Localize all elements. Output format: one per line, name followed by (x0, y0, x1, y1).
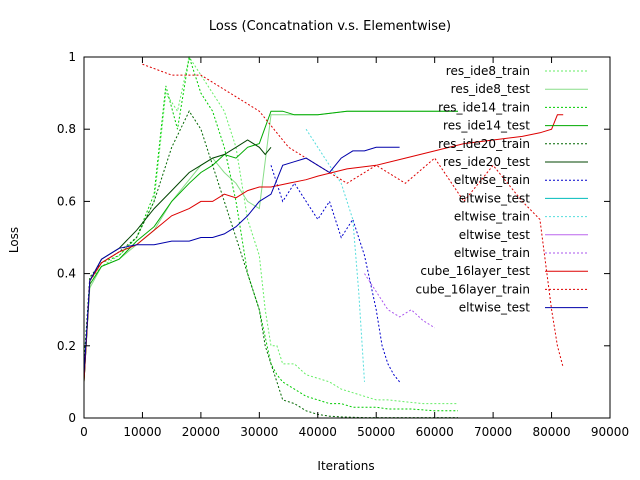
x-tick-label-4: 40000 (299, 425, 337, 439)
y-tick-label-4: 0.8 (57, 122, 76, 136)
plot-frame (83, 56, 611, 419)
legend-label-3: res_ide14_test (443, 119, 530, 133)
legend-label-4: res_ide20_train (438, 137, 530, 151)
legend-label-2: res_ide14_train (438, 100, 530, 114)
legend-label-7: eltwise_test (459, 191, 531, 205)
series-line-11 (83, 114, 564, 382)
x-tick-label-8: 80000 (532, 425, 570, 439)
x-tick-label-1: 10000 (123, 425, 161, 439)
series-line-12 (142, 63, 564, 368)
legend-label-13: eltwise_test (459, 301, 531, 315)
legend-label-1: res_ide8_test (451, 82, 531, 96)
y-tick-label-0: 0 (68, 411, 76, 425)
x-tick-label-0: 0 (80, 425, 88, 439)
y-tick-label-2: 0.4 (57, 267, 76, 281)
y-tick-label-3: 0.6 (57, 194, 76, 208)
x-tick-label-9: 90000 (591, 425, 629, 439)
y-axis: 0 0.2 0.4 0.6 0.8 1 (57, 50, 610, 425)
chart-title: Loss (Concatnation v.s. Elementwise) (209, 19, 451, 34)
legend-label-9: eltwise_test (459, 228, 531, 242)
legend-label-10: eltwise_train (454, 246, 530, 260)
series-line-2 (83, 56, 458, 412)
legend: res_ide8_train res_ide8_test res_ide14_tra… (415, 64, 588, 315)
legend-label-0: res_ide8_train (446, 64, 530, 78)
legend-label-11: cube_16layer_test (420, 264, 530, 278)
x-tick-label-6: 60000 (416, 425, 454, 439)
y-axis-label: Loss (7, 227, 21, 253)
x-tick-label-3: 30000 (240, 425, 278, 439)
legend-label-5: res_ide20_test (443, 155, 530, 169)
legend-label-12: cube_16layer_train (415, 282, 530, 296)
series-line-13 (83, 146, 400, 375)
y-tick-label-1: 0.2 (57, 339, 76, 353)
x-tick-label-7: 70000 (474, 425, 512, 439)
series-line-0 (83, 55, 458, 405)
x-tick-label-5: 50000 (357, 425, 395, 439)
series-line-10 (364, 273, 435, 329)
x-axis: 0 10000 20000 30000 40000 50000 60000 70000 8000… (80, 57, 629, 439)
x-axis-label: Iterations (317, 459, 374, 473)
legend-label-8: eltwise_train (454, 210, 530, 224)
legend-label-6: eltwise_train (454, 173, 530, 187)
series-line-6 (270, 165, 400, 383)
y-tick-label-5: 1 (68, 50, 76, 64)
plot-lines (83, 55, 564, 419)
series-line-4 (83, 110, 458, 419)
x-tick-label-2: 20000 (182, 425, 220, 439)
series-line-8 (305, 128, 365, 382)
